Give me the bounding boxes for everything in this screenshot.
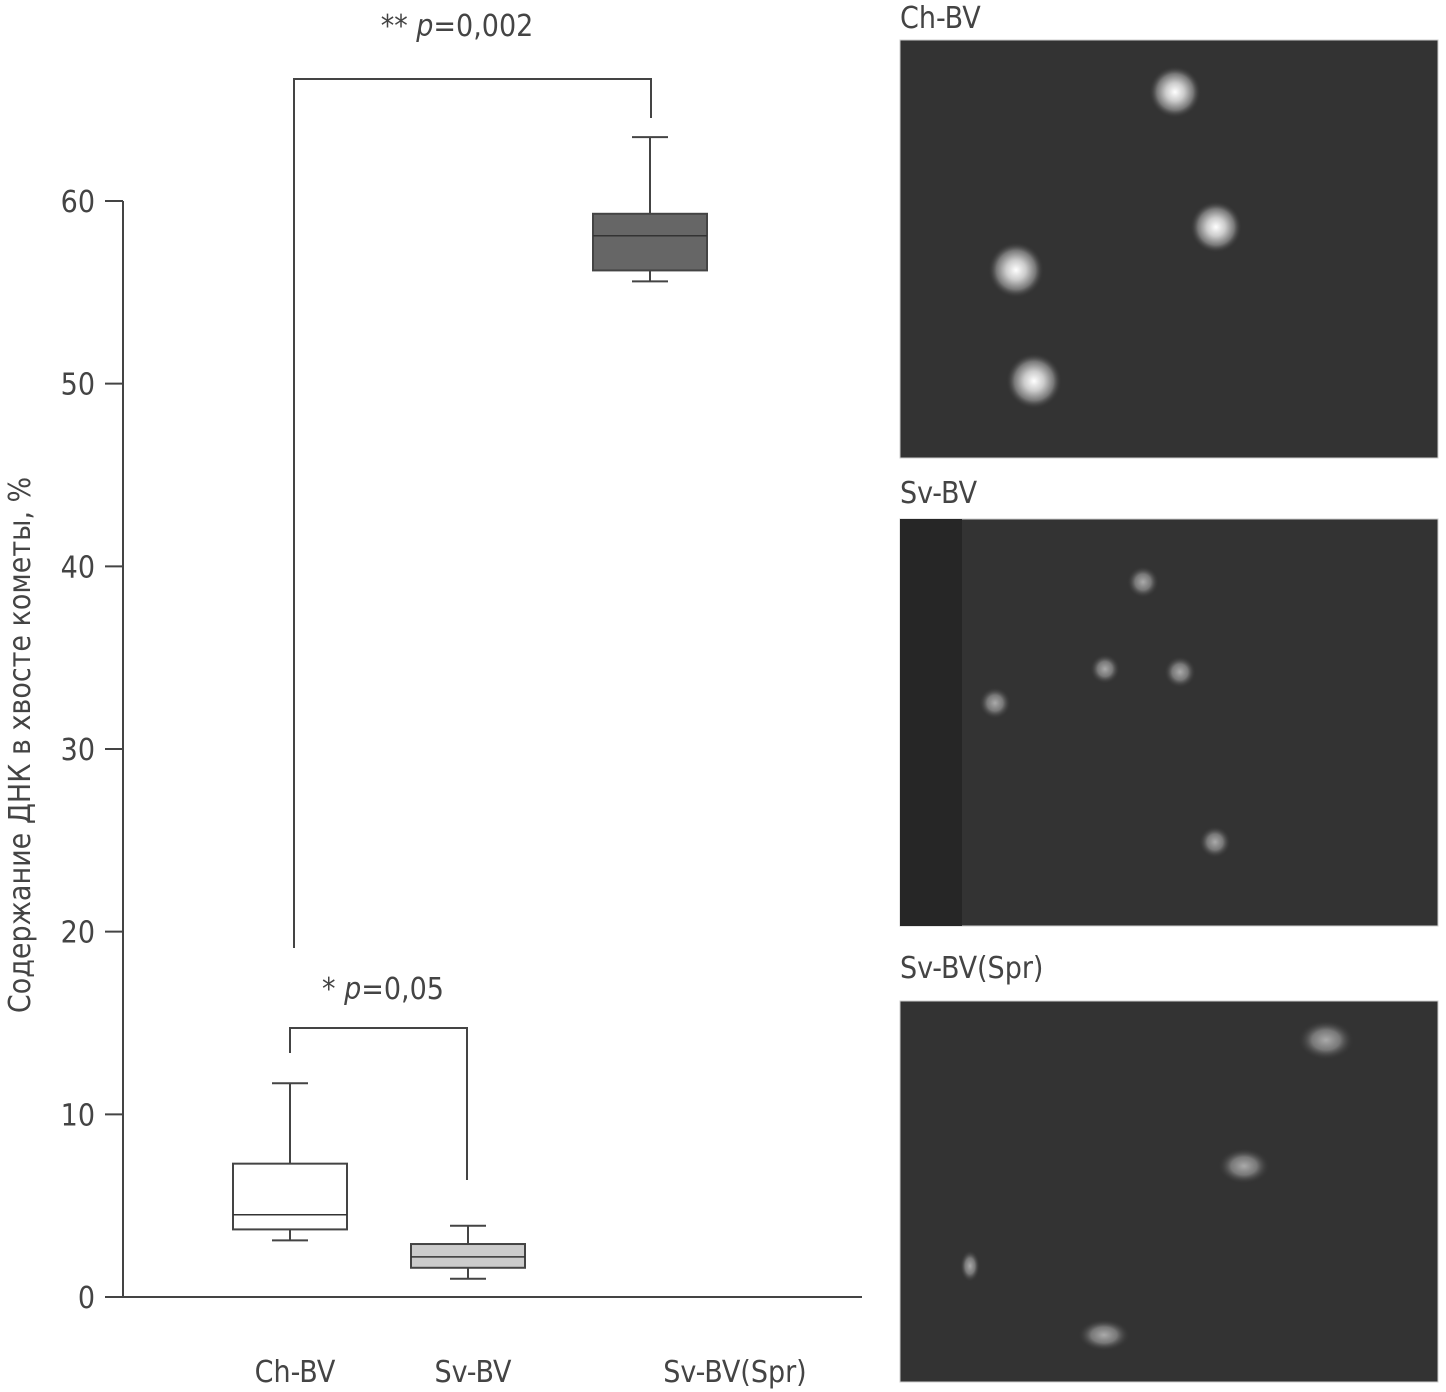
image-label: Sv-BV(Spr): [900, 951, 1043, 986]
box: [410, 1243, 526, 1269]
y-tick-label: 0: [78, 1281, 95, 1316]
annotation: * p=0,05: [322, 972, 444, 1007]
y-tick-label: 30: [61, 733, 95, 768]
y-tick-label: 20: [61, 916, 95, 951]
micrograph-edge: [900, 519, 962, 926]
cell: [960, 1250, 980, 1282]
y-tick-label: 40: [61, 550, 95, 585]
x-tick-label: Ch-BV: [255, 1355, 336, 1390]
image-label: Sv-BV: [900, 476, 978, 511]
cell: [979, 687, 1011, 719]
y-tick-label: 60: [61, 185, 95, 220]
bracket: [289, 1027, 468, 1180]
x-tick-label: Sv-BV: [434, 1355, 512, 1390]
annotation: ** p=0,002: [381, 9, 534, 44]
box: [232, 1162, 348, 1231]
cell: [1127, 566, 1159, 598]
cell: [1006, 353, 1062, 409]
box: [592, 212, 708, 272]
y-tick-label: 10: [61, 1098, 95, 1133]
x-tick-label: Sv-BV(Spr): [663, 1355, 806, 1390]
cell: [1078, 1319, 1130, 1351]
micrograph: [899, 1000, 1439, 1383]
cell: [1199, 826, 1231, 858]
cell: [1298, 1020, 1354, 1060]
cell: [988, 242, 1044, 298]
cell: [1149, 66, 1201, 118]
image-label: Ch-BV: [900, 1, 981, 36]
y-axis-label: Содержание ДНК в хвосте кометы, %: [3, 477, 38, 1013]
micrograph-panels: Ch-BV Sv-BV Sv-BV(Spr): [899, 1, 1439, 1383]
bracket: [293, 78, 652, 948]
y-tick-label: 50: [61, 368, 95, 403]
cell: [1164, 656, 1196, 688]
cell: [1218, 1148, 1270, 1184]
cell: [1190, 201, 1242, 253]
micrograph: [899, 518, 1439, 927]
cell: [1090, 654, 1120, 684]
